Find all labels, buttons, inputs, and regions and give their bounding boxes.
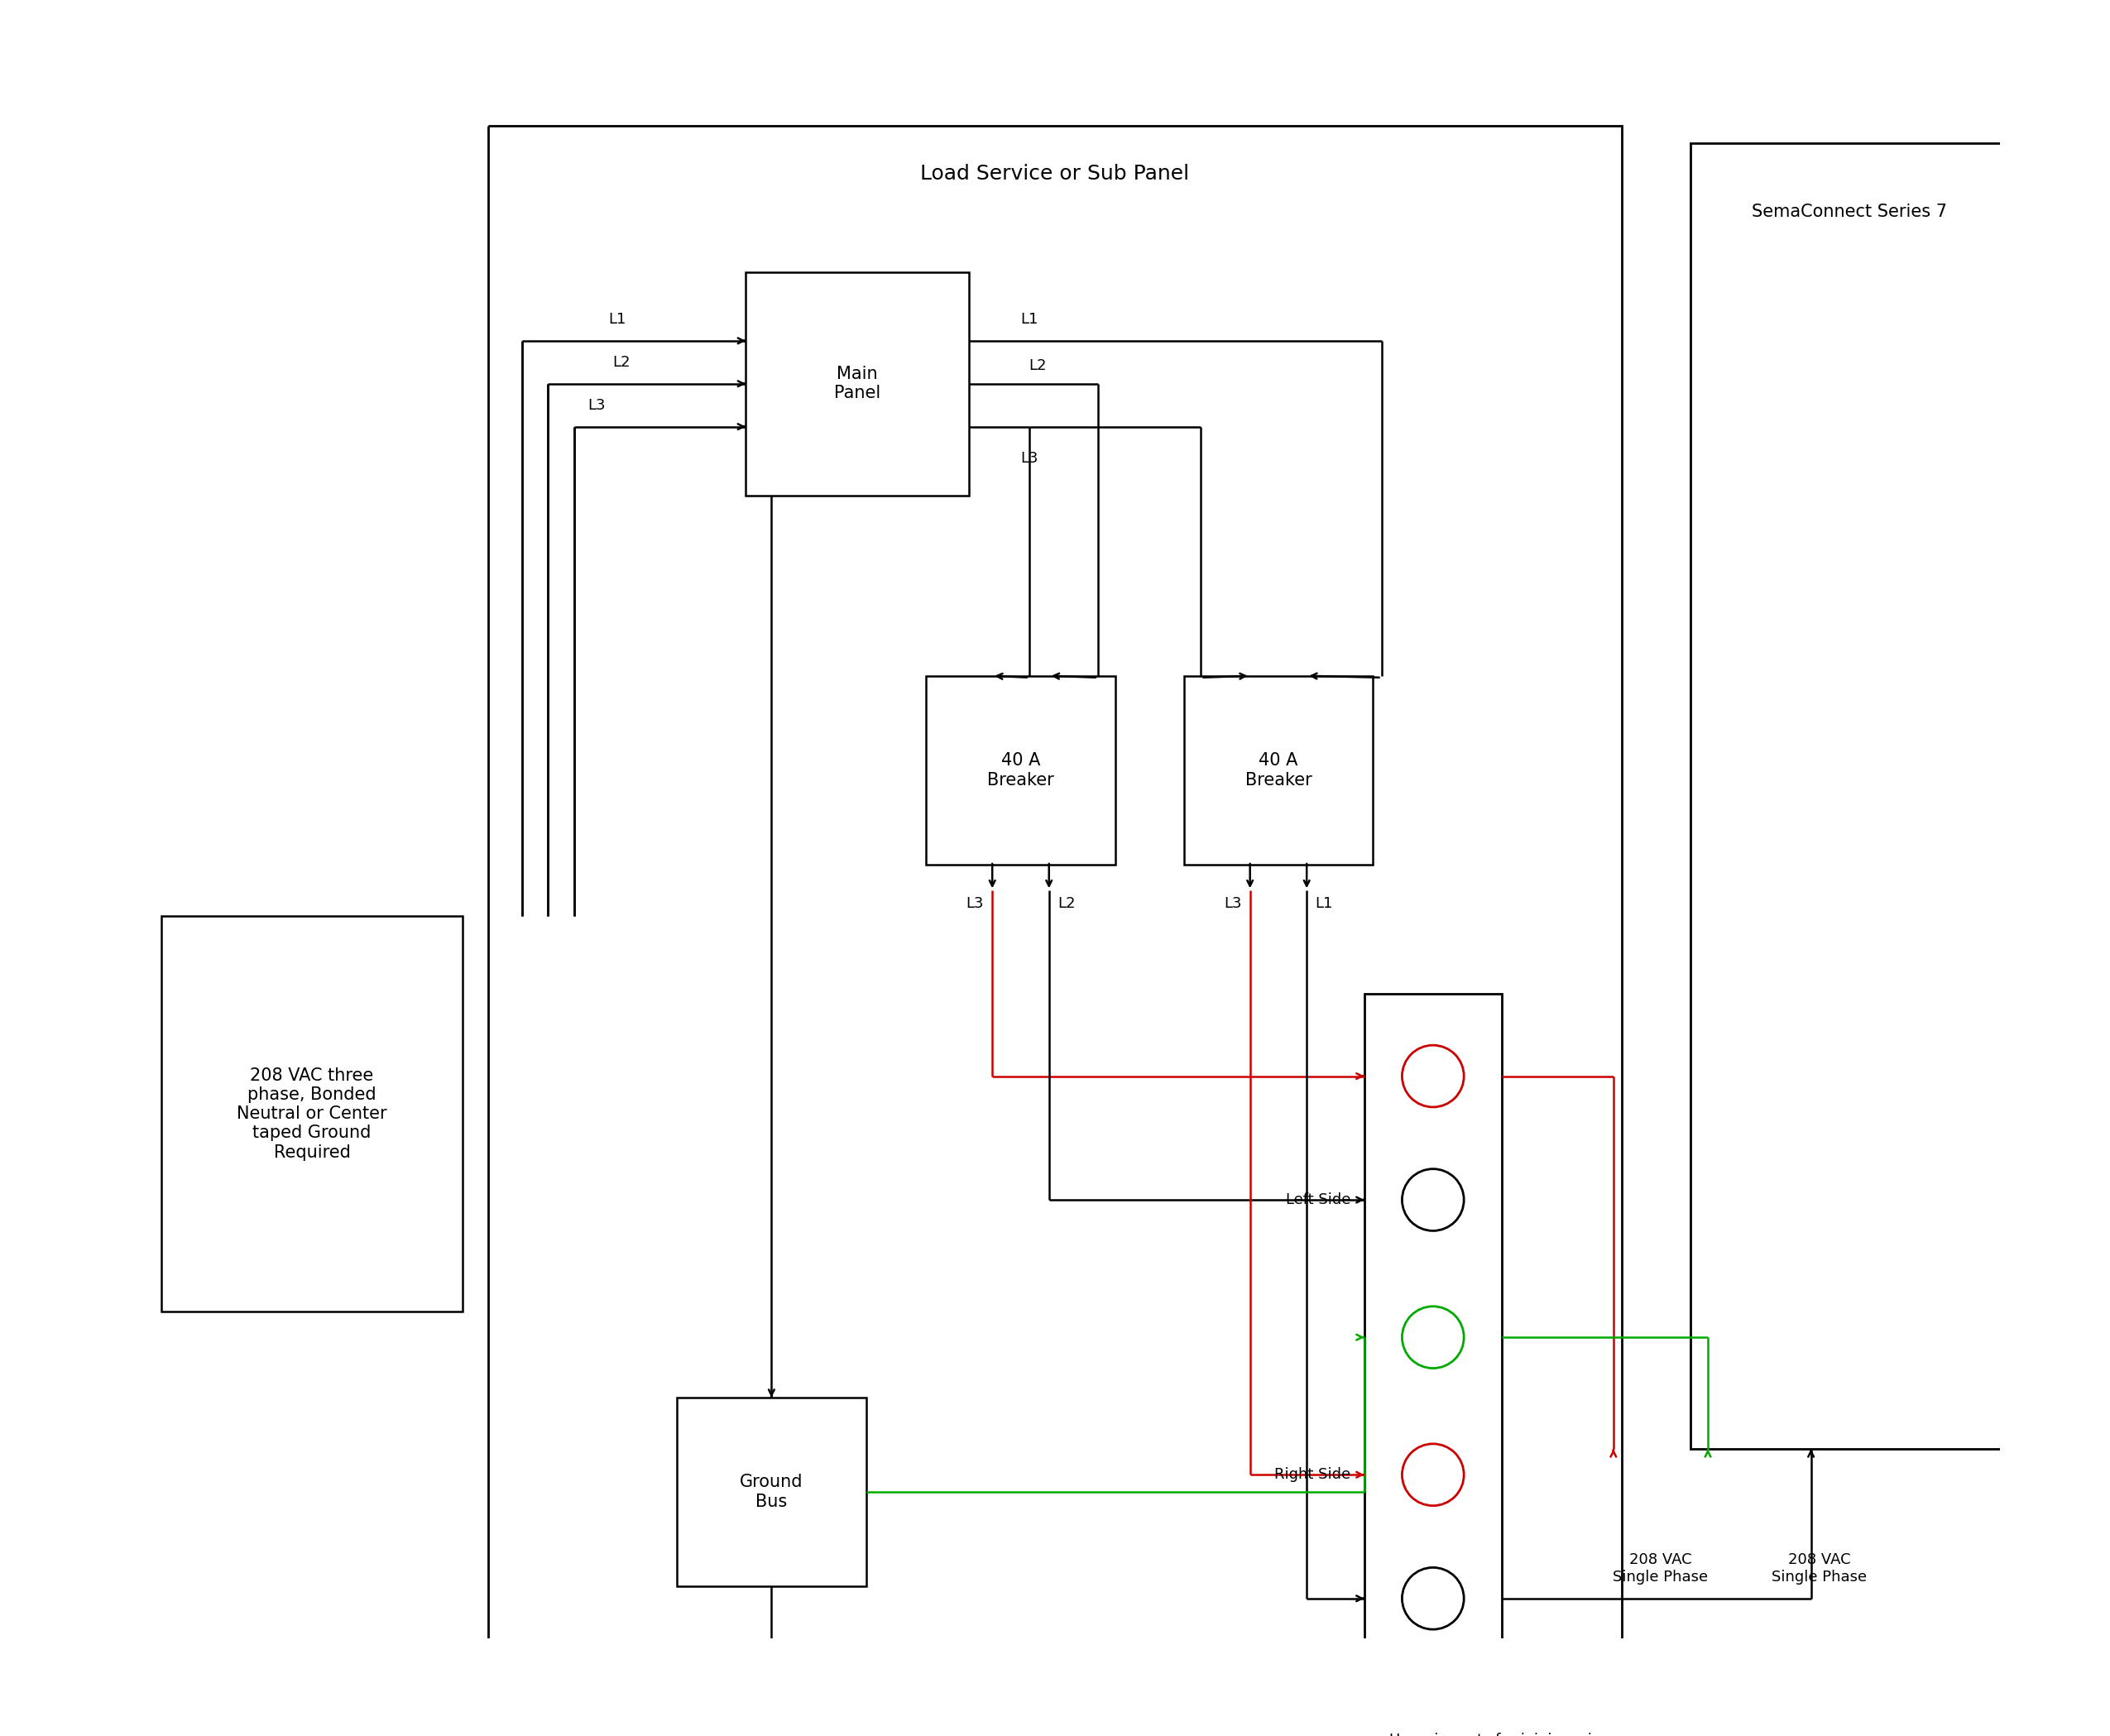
Text: 208 VAC
Single Phase: 208 VAC Single Phase [1612, 1552, 1709, 1585]
Bar [745, 273, 968, 495]
Text: Load Service or Sub Panel: Load Service or Sub Panel [920, 165, 1190, 184]
Text: Right Side: Right Side [1274, 1467, 1350, 1483]
Text: L1: L1 [1021, 312, 1038, 326]
Bar [677, 1397, 865, 1587]
Text: 40 A
Breaker: 40 A Breaker [1245, 752, 1312, 788]
Text: L3: L3 [966, 896, 983, 911]
Bar [1365, 993, 1502, 1680]
Text: 208 VAC three
phase, Bonded
Neutral or Center
taped Ground
Required: 208 VAC three phase, Bonded Neutral or C… [236, 1068, 386, 1161]
Text: L2: L2 [1057, 896, 1076, 911]
Text: 208 VAC
Single Phase: 208 VAC Single Phase [1772, 1552, 1867, 1585]
Bar [1184, 675, 1374, 865]
Text: Left Side: Left Side [1285, 1193, 1350, 1207]
Bar [162, 917, 462, 1311]
Text: Main
Panel: Main Panel [833, 366, 880, 401]
Text: Ground
Bus: Ground Bus [741, 1474, 804, 1510]
Text: L1: L1 [608, 312, 627, 326]
Text: L2: L2 [1030, 359, 1047, 373]
Bar [926, 675, 1114, 865]
Text: L3: L3 [1021, 451, 1038, 465]
Text: L3: L3 [589, 398, 606, 413]
Text: L3: L3 [1224, 896, 1241, 911]
Text: SemaConnect Series 7: SemaConnect Series 7 [1751, 203, 1948, 220]
Text: 40 A
Breaker: 40 A Breaker [987, 752, 1055, 788]
Text: Use wire nuts for joining wires: Use wire nuts for joining wires [1388, 1733, 1614, 1736]
Bar [1690, 142, 2009, 1450]
Bar [487, 127, 1623, 1736]
Text: L2: L2 [612, 356, 631, 370]
Text: L1: L1 [1315, 896, 1334, 911]
